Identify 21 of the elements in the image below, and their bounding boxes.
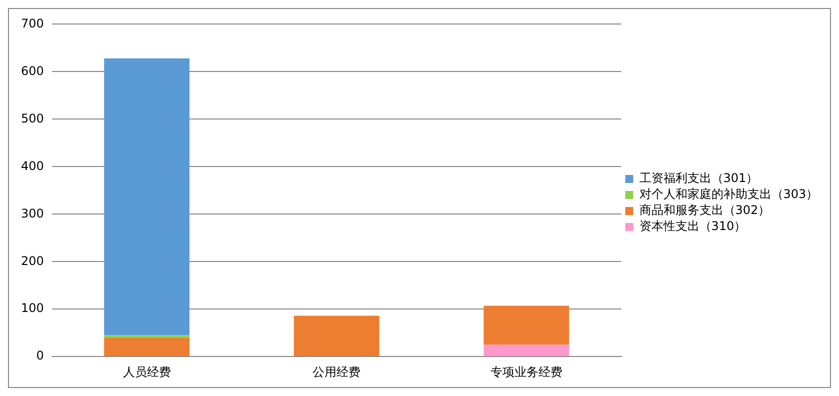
- bar: [104, 58, 190, 336]
- y-tick-label: 100: [21, 301, 44, 316]
- bar: [484, 306, 570, 345]
- bar: [294, 316, 380, 356]
- y-tick-label: 0: [36, 348, 44, 363]
- y-tick-label: 700: [21, 16, 44, 30]
- legend-label: 工资福利支出（301）: [639, 171, 758, 186]
- bar: [484, 344, 570, 356]
- legend-label: 资本性支出（310）: [639, 219, 746, 234]
- x-tick-label: 专项业务经费: [490, 364, 562, 379]
- y-tick-label: 200: [21, 254, 44, 268]
- x-tick-label: 公用经费: [312, 364, 361, 379]
- y-tick-label: 400: [21, 158, 44, 173]
- x-tick-label: 人员经费: [122, 364, 171, 379]
- legend-label: 商品和服务支出（302）: [639, 203, 770, 218]
- bar: [104, 335, 190, 338]
- y-tick-label: 500: [21, 111, 44, 126]
- y-tick-label: 300: [21, 206, 44, 220]
- bar: [104, 338, 190, 356]
- y-tick-label: 600: [21, 64, 44, 78]
- legend-label: 对个人和家庭的补助支出（303）: [639, 187, 818, 202]
